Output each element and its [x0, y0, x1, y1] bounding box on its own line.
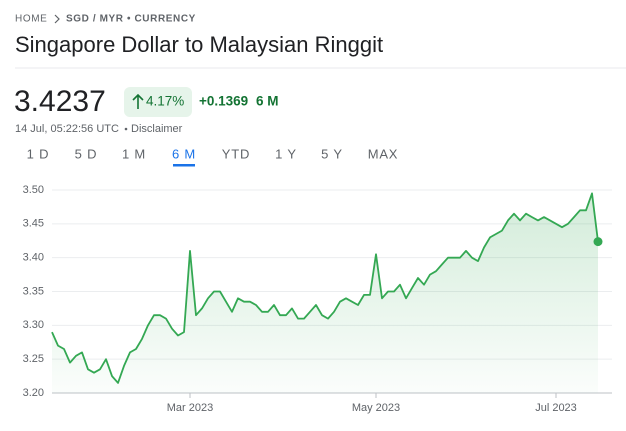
timestamp: 14 Jul, 05:22:56 UTC — [15, 123, 119, 135]
range-tab[interactable]: 5 Y — [321, 146, 343, 161]
y-tick-label: 3.40 — [23, 252, 44, 264]
breadcrumb-chevron — [54, 14, 60, 24]
page-title: Singapore Dollar to Malaysian Ringgit — [15, 32, 383, 57]
range-tab[interactable]: YTD — [222, 146, 250, 161]
y-tick-label: 3.35 — [23, 285, 44, 297]
y-tick-label: 3.20 — [23, 387, 44, 399]
range-tab[interactable]: 1 M — [122, 146, 146, 161]
up-arrow — [132, 93, 144, 109]
y-tick-label: 3.25 — [23, 353, 44, 365]
x-tick-label: Mar 2023 — [167, 402, 213, 414]
range-tab[interactable]: 1 Y — [275, 146, 297, 161]
price-line — [51, 192, 599, 384]
chart: 3.20 3.25 3.30 3.35 3.40 3.45 3.50 Mar 2023 May … — [23, 184, 612, 414]
range-tab[interactable]: 5 D — [75, 146, 98, 161]
x-tick-label: May 2023 — [352, 402, 400, 414]
area — [52, 193, 598, 393]
last-point — [593, 237, 603, 247]
change-period: 6 M — [256, 94, 279, 109]
breadcrumb-home[interactable]: HOME — [15, 14, 47, 25]
active-tab-underline — [173, 164, 195, 167]
range-tab[interactable]: 1 D — [27, 146, 50, 161]
range-tab[interactable]: MAX — [368, 146, 399, 161]
breadcrumb-current: SGD / MYR • CURRENCY — [66, 14, 196, 25]
change-absolute: +0.1369 — [199, 94, 248, 109]
x-tick-label: Jul 2023 — [535, 402, 577, 414]
y-tick-label: 3.30 — [23, 319, 44, 331]
range-tabs: 1 D 5 D 1 M 6 M YTD 1 Y 5 Y MAX — [27, 146, 399, 167]
range-tab[interactable]: 6 M — [172, 146, 196, 161]
change-percent: 4.17% — [146, 94, 184, 109]
change-badge — [124, 87, 192, 117]
separator-dot — [124, 127, 128, 131]
price: 3.4237 — [14, 85, 106, 118]
y-tick-label: 3.45 — [23, 218, 44, 230]
y-tick-label: 3.50 — [23, 184, 44, 196]
disclaimer-link[interactable]: Disclaimer — [131, 123, 183, 135]
